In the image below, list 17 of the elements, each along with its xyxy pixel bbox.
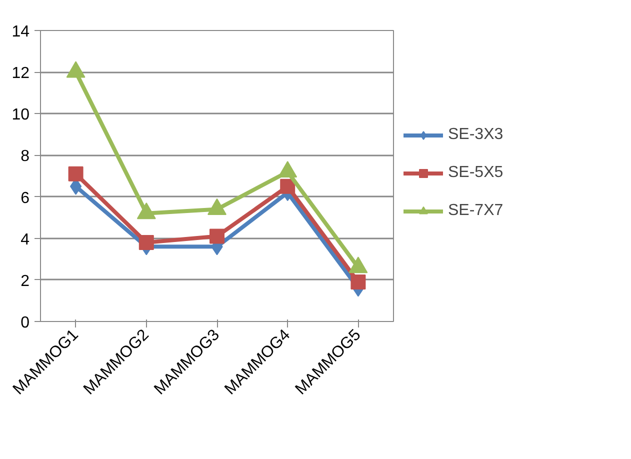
y-tick-label: 4 [20, 231, 30, 248]
point [350, 274, 366, 290]
y-tick-label: 12 [12, 65, 30, 82]
legend-label: SE-7X7 [448, 202, 504, 220]
point [138, 235, 154, 250]
y-tick-label: 8 [20, 148, 30, 166]
y-tick-label: 10 [12, 106, 30, 124]
point [66, 61, 86, 78]
point [210, 228, 224, 244]
y-tick-label: 0 [20, 314, 30, 332]
point [280, 178, 296, 194]
y-tick-label: 14 [12, 24, 30, 40]
y-tick-label: 6 [20, 190, 30, 207]
point [68, 166, 84, 182]
y-tick-label: 2 [20, 272, 30, 290]
legend-label: SE-5X5 [448, 164, 504, 182]
legend-label: SE-3X3 [448, 126, 504, 144]
